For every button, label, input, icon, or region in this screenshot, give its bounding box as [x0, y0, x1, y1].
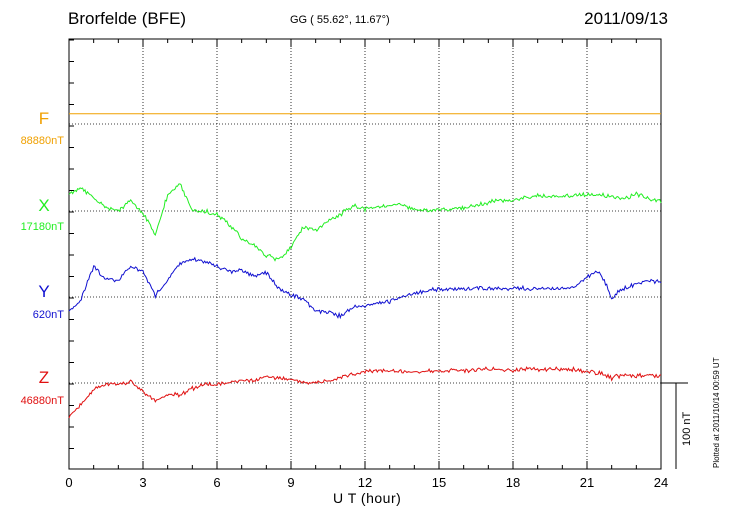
series-x-baseline: 17180nT: [21, 221, 65, 233]
series-y-baseline: 620nT: [33, 309, 64, 321]
component-labels: F 88880nT X 17180nT Y 620nT Z 46880nT: [21, 109, 65, 407]
series-f-baseline: 88880nT: [21, 135, 65, 147]
x-tick-label: 18: [506, 475, 520, 490]
plotted-timestamp: Plotted at 2011/10/14 00:59 UT: [712, 357, 721, 468]
series-y-name: Y: [38, 282, 49, 301]
axis-ticks: [68, 39, 662, 469]
grid: [69, 39, 661, 469]
x-tick-label: 3: [139, 475, 146, 490]
series-z-baseline: 46880nT: [21, 395, 65, 407]
series-f-name: F: [39, 109, 49, 128]
x-tick-label: 24: [654, 475, 668, 490]
plot-frame: [68, 38, 662, 470]
traces: [68, 113, 662, 419]
series-x-name: X: [38, 196, 49, 215]
x-tick-label: 12: [358, 475, 372, 490]
series-x-line: [68, 183, 662, 262]
x-tick-label: 0: [65, 475, 72, 490]
x-tick-label: 9: [287, 475, 294, 490]
x-axis-label: U T (hour): [333, 490, 402, 506]
x-tick-label: 21: [580, 475, 594, 490]
x-tick-label: 6: [213, 475, 220, 490]
coordinates-label: GG ( 55.62°, 11.67°): [290, 14, 390, 26]
x-tick-label: 15: [432, 475, 446, 490]
series-y-line: [68, 256, 662, 320]
series-z-name: Z: [39, 368, 49, 387]
scale-bar-label: 100 nT: [681, 411, 693, 446]
x-tick-labels: 0 3 6 9 12 15 18 21 24: [65, 475, 668, 490]
date-label: 2011/09/13: [584, 9, 668, 28]
series-z-line: [68, 366, 662, 419]
station-title: Brorfelde (BFE): [68, 9, 187, 28]
scale-bar: [661, 382, 688, 469]
